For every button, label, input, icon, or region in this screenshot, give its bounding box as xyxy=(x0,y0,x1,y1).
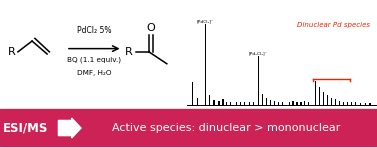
Bar xyxy=(213,100,215,105)
Bar xyxy=(274,101,275,105)
Bar xyxy=(205,24,206,105)
Text: ESI/MS: ESI/MS xyxy=(3,122,48,135)
Bar xyxy=(266,98,267,105)
Bar xyxy=(315,81,316,105)
Bar xyxy=(270,100,271,105)
Text: R: R xyxy=(125,47,133,57)
Text: [PdCl₂]⁻: [PdCl₂]⁻ xyxy=(196,19,214,23)
Bar xyxy=(319,87,320,105)
Bar xyxy=(244,102,245,105)
Text: O: O xyxy=(146,23,155,33)
Bar xyxy=(282,102,283,105)
Bar xyxy=(347,102,348,105)
Bar xyxy=(355,102,356,105)
Bar xyxy=(230,102,231,105)
Bar xyxy=(192,82,193,105)
Text: Dinuclear Pd species: Dinuclear Pd species xyxy=(297,22,370,28)
Bar xyxy=(351,102,352,105)
Bar xyxy=(300,102,302,105)
Bar xyxy=(253,102,254,105)
Bar xyxy=(323,92,324,105)
Bar xyxy=(365,103,366,105)
Bar xyxy=(277,102,279,105)
Bar xyxy=(304,101,305,105)
Bar xyxy=(208,95,210,105)
Text: [Pd₂Cl₃]⁻: [Pd₂Cl₃]⁻ xyxy=(249,52,268,56)
Bar xyxy=(343,102,344,105)
Bar xyxy=(222,99,224,105)
Bar xyxy=(249,102,250,105)
Bar xyxy=(369,103,371,105)
Bar xyxy=(360,103,361,105)
Bar xyxy=(327,95,328,105)
Bar xyxy=(197,98,198,105)
Bar xyxy=(262,94,263,105)
Bar xyxy=(218,101,219,105)
FancyBboxPatch shape xyxy=(0,109,377,147)
Bar xyxy=(335,99,336,105)
Text: Active species: dinuclear > mononuclear: Active species: dinuclear > mononuclear xyxy=(112,123,340,133)
Bar xyxy=(258,56,259,105)
Bar xyxy=(331,98,332,105)
Bar xyxy=(296,102,297,105)
Bar xyxy=(308,102,310,105)
Text: BQ (1.1 equiv.): BQ (1.1 equiv.) xyxy=(67,56,121,63)
Bar xyxy=(236,102,238,105)
Bar xyxy=(240,102,241,105)
Text: PdCl₂ 5%: PdCl₂ 5% xyxy=(77,26,112,35)
Text: R: R xyxy=(8,47,15,57)
Bar xyxy=(226,102,227,105)
FancyArrow shape xyxy=(58,118,81,138)
Bar xyxy=(293,101,294,105)
Text: DMF, H₂O: DMF, H₂O xyxy=(77,70,112,77)
Bar xyxy=(339,101,340,105)
Bar xyxy=(288,102,290,105)
